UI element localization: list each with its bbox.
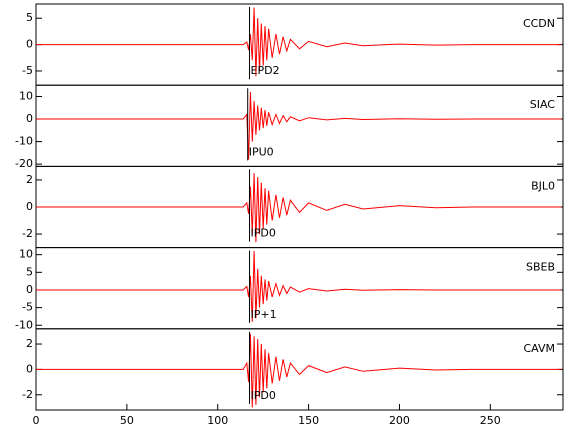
y-tick-label: -20 [15,157,33,170]
x-tick-label: 100 [207,414,228,427]
y-tick-label: -10 [15,135,33,148]
station-label: SBEB [526,261,555,274]
y-tick-label: 0 [26,200,33,213]
x-tick-label: 50 [120,414,134,427]
phase-label: IPD0 [251,227,276,240]
y-tick-label: 10 [19,89,33,102]
y-tick-label: 0 [26,112,33,125]
panel-frame [35,247,564,330]
station-label: CAVM [523,342,555,355]
phase-label: EPD2 [251,64,280,77]
y-tick-label: -10 [15,318,33,331]
x-tick-label: 150 [298,414,319,427]
y-tick-label: 2 [26,337,33,350]
phase-label: IP+1 [251,308,277,321]
y-tick-label: -2 [22,388,33,401]
y-tick-label: -5 [22,64,33,77]
waveform [36,91,562,160]
y-tick-label: 0 [26,362,33,375]
y-tick-label: 2 [26,173,33,186]
y-tick-label: 5 [26,265,33,278]
station-label: SIAC [530,98,556,111]
x-tick-label: 200 [389,414,410,427]
y-tick-label: -2 [22,227,33,240]
y-tick-label: 0 [26,283,33,296]
station-label: BJL0 [531,179,555,192]
phase-label: IPD0 [251,389,276,402]
waveform [36,7,562,77]
station-label: CCDN [523,17,555,30]
y-tick-label: 10 [19,248,33,261]
x-tick-label: 0 [33,414,40,427]
y-tick-label: -5 [22,301,33,314]
waveform [36,173,562,243]
y-tick-label: 5 [26,11,33,24]
x-tick-label: 250 [480,414,501,427]
waveform [36,333,562,408]
waveform [36,251,562,322]
phase-label: IPU0 [249,145,274,158]
panel-frame [35,84,564,167]
y-tick-label: 0 [26,38,33,51]
